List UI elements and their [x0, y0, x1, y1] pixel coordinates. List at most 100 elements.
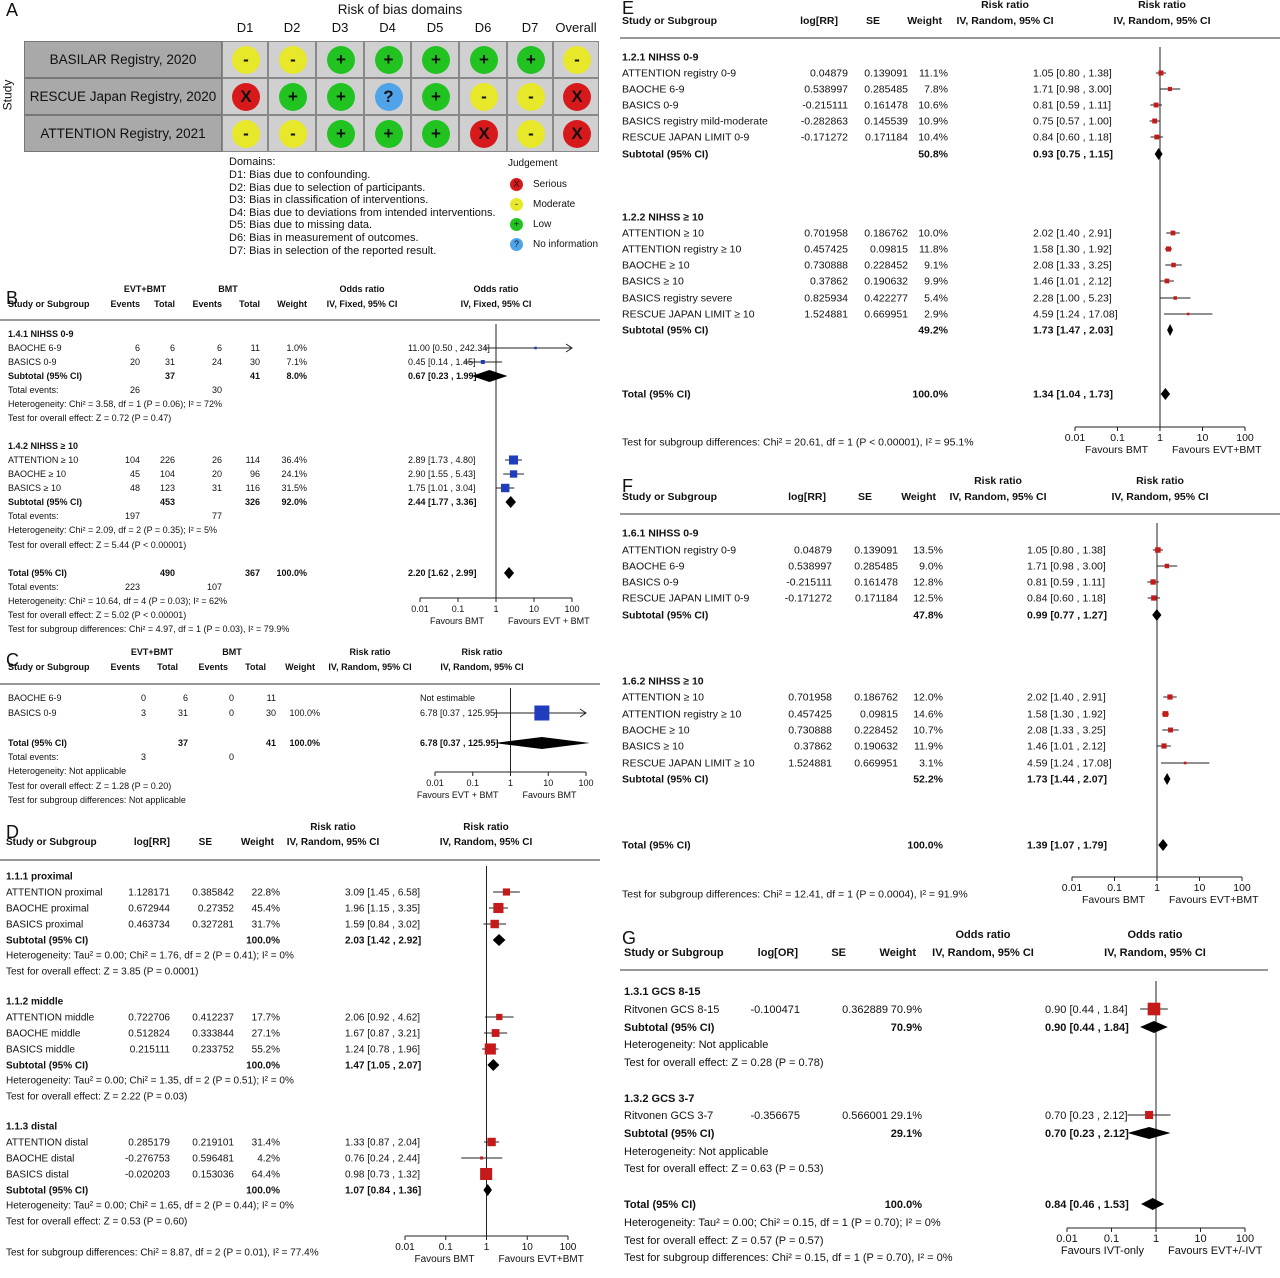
study-ci: 0.98 [0.73 , 1.32] [345, 1170, 420, 1181]
subtotal-label: Subtotal (95% CI) [622, 774, 708, 786]
subtotal-value: 92.0% [281, 497, 307, 507]
subtotal-value: 100.0% [907, 840, 943, 852]
effect-box [508, 455, 519, 465]
study-ci: 0.81 [0.59 , 1.11] [1027, 577, 1105, 589]
header-label: Odds ratio [1127, 929, 1182, 941]
study-value: 0.722706 [128, 1013, 170, 1024]
study-value: 10.7% [913, 725, 943, 737]
study-value: 0.27352 [198, 904, 235, 915]
study-value: 31 [178, 708, 188, 718]
effect-box [534, 705, 550, 721]
rob-cell: - [268, 41, 316, 78]
effect-box [1183, 761, 1187, 765]
effect-box [1155, 547, 1161, 553]
subtotal-value: 453 [160, 497, 175, 507]
x-tick-label: 0.1 [466, 778, 479, 788]
header-label: Risk ratio [349, 647, 391, 657]
study-value: 20 [130, 357, 140, 367]
study-label: RESCUE JAPAN LIMIT ≥ 10 [622, 758, 755, 770]
column-header: Study or Subgroup [622, 491, 717, 503]
study-value: 0.512824 [128, 1029, 170, 1040]
study-value: 116 [246, 483, 260, 493]
judgement-low-icon: + [517, 46, 545, 74]
study-value: 31 [165, 357, 175, 367]
column-header: IV, Random, 95% CI [440, 662, 523, 672]
footnote-text: Heterogeneity: Tau² = 0.00; Chi² = 1.35,… [6, 1076, 294, 1087]
effect-box [1167, 86, 1172, 92]
study-value: 0.385842 [192, 888, 234, 899]
study-value: 31.7% [252, 920, 280, 931]
subtotal-ci: 0.99 [0.77 , 1.27] [1027, 610, 1107, 622]
subtotal-label: Subtotal (95% CI) [622, 610, 708, 622]
study-ci: 1.05 [0.80 , 1.38] [1027, 545, 1106, 557]
study-label: BAOCHE ≥ 10 [622, 725, 690, 737]
pooled-diamond [1163, 773, 1171, 785]
pooled-diamond [494, 737, 590, 749]
column-header: Weight [241, 837, 275, 848]
subgroup-title: 1.4.1 NIHSS 0-9 [8, 329, 74, 339]
x-tick-label: 0.01 [1062, 882, 1083, 894]
footnote-text: Heterogeneity: Chi² = 2.09, df = 2 (P = … [8, 525, 217, 535]
study-value: 3.1% [919, 758, 943, 770]
study-label: Ritvonen GCS 3-7 [624, 1110, 713, 1122]
judgement-moderate-icon: - [232, 46, 260, 74]
study-ci: 2.08 [1.33 , 3.25] [1033, 260, 1112, 272]
rob-cell: - [507, 115, 553, 152]
study-value: 104 [160, 469, 175, 479]
column-header: Weight [880, 947, 917, 959]
subtotal-ci: 0.84 [0.46 , 1.53] [1045, 1199, 1129, 1211]
footnote-text: Heterogeneity: Not applicable [624, 1146, 768, 1158]
judgement-moderate-icon: - [470, 83, 498, 111]
column-header: Total [157, 662, 178, 672]
study-value: 0.362889 [842, 1004, 888, 1016]
header-label: Risk ratio [1136, 475, 1184, 487]
x-tick-label: 1 [508, 778, 513, 788]
study-value: 14.6% [913, 709, 943, 721]
subtotal-value: 37 [178, 738, 188, 748]
study-label: BASICS ≥ 10 [8, 483, 61, 493]
effect-box [490, 919, 499, 929]
subtotal-value: 100.0% [246, 936, 280, 947]
footnote-text: Heterogeneity: Tau² = 0.00; Chi² = 0.15,… [624, 1217, 941, 1229]
study-value: 10.9% [918, 116, 948, 128]
events-text: 30 [212, 385, 222, 395]
study-value: 0.285179 [128, 1138, 170, 1149]
footnote-text: Test for overall effect: Z = 0.63 (P = 0… [624, 1163, 824, 1175]
subtotal-ci: 0.90 [0.44 , 1.84] [1045, 1022, 1129, 1034]
study-value: 96 [250, 469, 260, 479]
column-header: log[OR] [758, 947, 799, 959]
subgroup-title: 1.2.1 NIHSS 0-9 [622, 52, 699, 64]
column-header: Weight [907, 15, 942, 27]
axis-label-right: Favours EVT+BMT [1169, 894, 1259, 906]
study-value: 24 [212, 357, 222, 367]
x-tick-label: 100 [1233, 882, 1251, 894]
study-ci: 1.96 [1.15 , 3.35] [345, 904, 420, 915]
subtotal-ci: 0.67 [0.23 , 1.99] [408, 371, 477, 381]
study-label: ATTENTION ≥ 10 [622, 228, 704, 240]
axis-label-left: Favours EVT + BMT [417, 790, 499, 800]
subtotal-value: 367 [245, 568, 260, 578]
subtotal-value: 326 [245, 497, 260, 507]
x-tick-label: 1 [1157, 432, 1163, 444]
study-value: 1.524881 [788, 758, 832, 770]
judgement-serious-icon: X [232, 83, 260, 111]
study-label: ATTENTION registry ≥ 10 [622, 244, 741, 256]
subgroup-title: 1.6.2 NIHSS ≥ 10 [622, 676, 704, 688]
study-value: 0.215111 [130, 1045, 171, 1056]
subtotal-value: 37 [165, 371, 175, 381]
subgroup-title: 1.1.1 proximal [6, 872, 73, 883]
judgement-moderate-icon: - [279, 46, 307, 74]
subtotal-ci: 1.39 [1.07 , 1.79] [1027, 840, 1107, 852]
study-value: 24.1% [281, 469, 307, 479]
effect-box [1158, 70, 1164, 76]
study-value: 10.0% [918, 228, 948, 240]
study-value: 11.1% [919, 68, 948, 80]
rob-cell: + [364, 41, 411, 78]
column-header: Events [110, 299, 140, 309]
header-label: Odds ratio [955, 929, 1010, 941]
x-tick-label: 10 [1197, 432, 1209, 444]
judgement-moderate-icon: - [517, 120, 545, 148]
study-value: 0 [229, 708, 234, 718]
domain-description: D6: Bias in measurement of outcomes. [229, 232, 419, 244]
domain-description: D2: Bias due to selection of participant… [229, 181, 426, 194]
